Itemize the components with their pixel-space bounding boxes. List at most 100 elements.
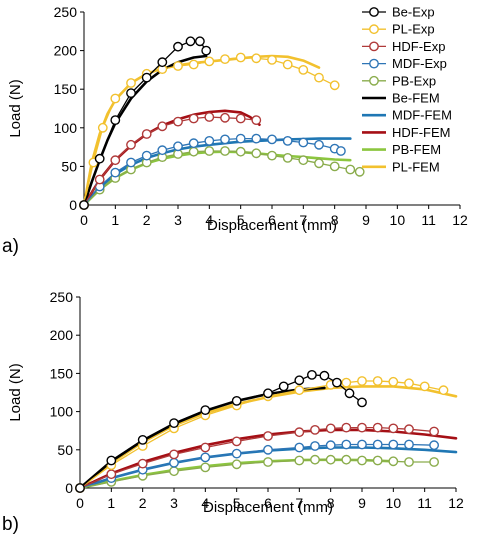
chart1-data-point-pl-exp [251,53,262,64]
chart1-data-point-mdf-exp [298,137,309,148]
chart1-data-point-pb-exp [329,161,340,172]
chart1-data-point-pb-exp [298,155,309,166]
chart2-data-point-mdf-exp [231,448,242,459]
chart2-data-point-be-exp [106,455,117,466]
chart1-data-point-pl-exp [235,52,246,63]
chart2-data-point-pl-exp [404,378,414,389]
legend-label-mdf-fem: MDF-FEM [392,108,452,123]
chart2-data-point-pb-exp [372,455,383,466]
chart1-data-point-mdf-exp [204,135,215,146]
chart1-x-tick-label: 3 [174,212,182,228]
chart1-data-point-be-exp [157,57,168,68]
chart2-x-tick-label: 5 [233,495,241,511]
chart1-x-tick-label: 11 [421,212,436,228]
chart2-data-point-pb-exp [341,454,352,465]
chart2-data-point-pb-exp [169,466,179,477]
chart1-data-point-hdf-exp [204,112,215,122]
chart2-y-tick-label: 150 [50,365,74,381]
chart1-data-point-hdf-exp [235,113,246,124]
legend-label-hdf-exp: HDF-Exp [392,39,445,54]
chart2-data-point-hdf-exp [341,422,352,433]
chart2-data-point-mdf-exp [388,439,399,450]
chart1-x-tick-label: 5 [237,212,245,228]
chart2-x-tick-label: 1 [107,495,115,511]
chart1-series-line-pb-fem [82,150,352,207]
chart2-data-point-pb-exp [231,459,242,470]
chart1-data-point-mdf-exp [220,134,230,145]
chart1-y-tick-label: 200 [54,43,78,59]
chart1-data-point-hdf-exp [220,112,230,123]
chart2-data-point-mdf-exp [429,440,439,451]
chart2-x-tick-label: 3 [170,495,178,511]
chart1-x-tick-label: 8 [331,212,339,228]
chart1-data-point-mdf-exp [173,141,183,152]
legend-label-pl-exp: PL-Exp [392,22,435,37]
chart2-data-point-be-exp [357,397,367,408]
chart2-y-tick-label: 250 [50,289,74,305]
chart1-data-point-pl-exp [173,61,183,71]
chart1-data-point-pb-exp [314,158,324,169]
chart1-data-point-hdf-exp [110,155,121,166]
chart2-x-tick-label: 7 [295,495,303,511]
chart1-x-tick-label: 12 [452,212,468,228]
chart2-data-point-hdf-exp [137,458,148,469]
chart1-data-point-be-exp [110,115,121,126]
chart1-data-point-pl-exp [204,56,215,67]
legend-marker-mdf-exp [369,58,379,69]
chart1-series-connector-pl-exp [83,56,335,206]
chart1-data-point-hdf-exp [126,139,136,150]
chart1-data-point-pb-exp [267,150,277,161]
legend-label-be-fem: Be-FEM [392,91,440,106]
chart2-data-point-mdf-exp [263,444,273,455]
chart2-data-point-pb-exp [310,454,320,465]
chart1-x-tick-label: 9 [362,212,370,228]
chart1-data-point-pl-exp [298,65,309,75]
chart2-data-point-be-exp [200,405,211,415]
legend-label-hdf-fem: HDF-FEM [392,125,451,140]
chart1-data-point-hdf-exp [251,115,262,126]
chart2-x-tick-label: 9 [358,495,366,511]
chart2-data-point-hdf-exp [263,431,273,441]
legend-label-pb-fem: PB-FEM [392,142,441,157]
chart1-data-point-mdf-exp [251,133,262,144]
chart1-x-tick-label: 2 [143,212,151,228]
chart2-x-tick-label: 11 [417,495,432,511]
chart1-data-point-pb-exp [204,146,215,156]
chart1-data-point-pl-exp [110,93,121,104]
chart2-data-point-hdf-exp [294,427,305,438]
chart1-series-connector-hdf-exp [83,116,257,206]
chart1-data-point-pb-exp [235,146,246,157]
chart1-data-point-be-exp [79,200,89,210]
chart2-data-point-hdf-exp [372,422,383,433]
chart1-data-point-be-exp [141,72,152,83]
chart2-data-point-mdf-exp [200,452,211,463]
chart2-data-point-mdf-exp [310,441,320,451]
legend-label-mdf-exp: MDF-Exp [392,56,447,71]
chart2-data-point-be-exp [169,418,179,428]
chart2-y-tick-label: 200 [50,327,74,343]
legend-label-pb-exp: PB-Exp [392,73,436,88]
chart2-x-tick-label: 12 [448,495,464,511]
legend-marker-hdf-exp [369,41,379,52]
chart2-data-point-hdf-exp [310,424,320,435]
chart2-data-point-pl-exp [341,377,352,388]
chart1-data-point-pb-exp [345,164,356,175]
chart2-data-point-pl-exp [438,385,449,396]
chart2-x-tick-label: 2 [139,495,147,511]
chart2-data-point-be-exp [75,483,85,493]
chart2-data-point-pl-exp [294,385,305,396]
chart1-data-point-mdf-exp [126,157,136,168]
chart2-data-point-be-exp [278,381,289,392]
chart1-x-axis-title: Displacement (mm) [207,217,337,234]
chart2-x-tick-label: 8 [327,495,335,511]
chart2-data-point-hdf-exp [404,424,414,435]
chart2-data-point-pb-exp [357,455,367,466]
chart2-data-point-mdf-exp [341,439,352,450]
chart1-y-tick-label: 100 [54,120,78,136]
chart2-y-tick-label: 50 [57,442,73,458]
chart2-data-point-pb-exp [429,457,439,467]
chart1-data-point-mdf-exp [335,146,346,156]
chart1-data-point-be-exp [185,36,196,47]
chart2-data-point-hdf-exp [169,449,179,460]
